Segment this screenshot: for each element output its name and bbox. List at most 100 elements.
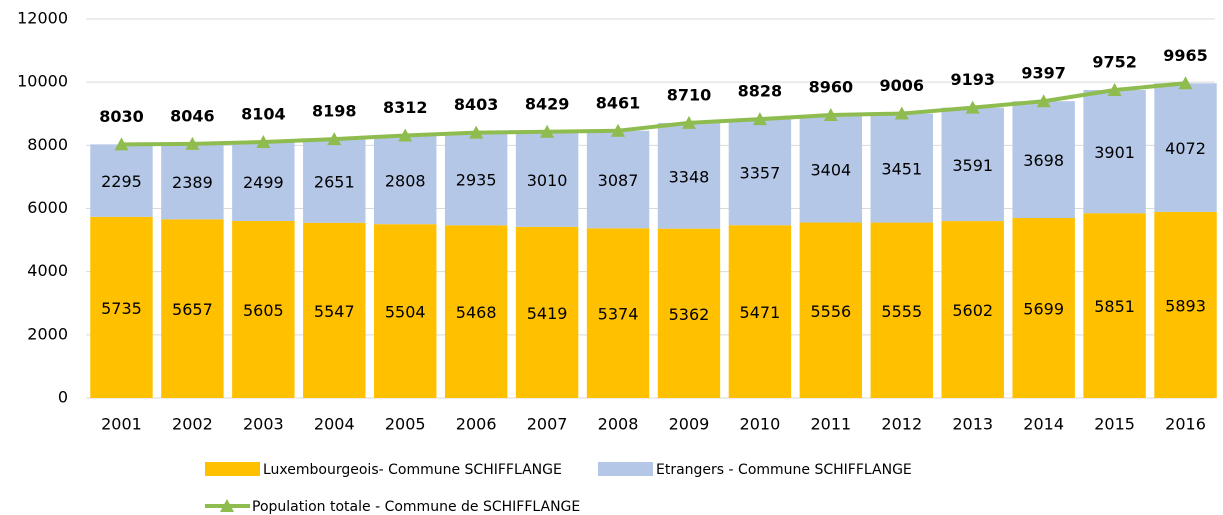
line-marker [1178,76,1193,90]
x-tick-label: 2004 [314,415,355,434]
data-label: 5699 [1023,300,1064,319]
bar-segment [870,222,933,398]
data-label: 5851 [1094,297,1135,316]
legend-label: Etrangers - Commune SCHIFFLANGE [656,462,912,478]
legend-swatch [205,462,260,476]
data-label: 3901 [1094,143,1135,162]
bar-segment [728,225,792,398]
data-label: 5555 [881,302,922,321]
bar-segment [374,135,437,225]
line-marker [1107,82,1122,96]
bar-segment [586,130,650,229]
x-tick-label: 2013 [952,415,993,434]
bar-segment [1083,213,1146,398]
line-marker [965,100,980,114]
bar-segment [1154,83,1217,212]
legend-label: Population totale - Commune de SCHIFFLAN… [252,499,580,515]
bar-segment [90,216,153,398]
x-tick-label: 2009 [669,415,710,434]
data-label: 2295 [101,172,142,191]
legend-label: Luxembourgeois- Commune SCHIFFLANGE [263,462,562,478]
bar-segment [1012,101,1075,219]
line-marker [611,123,626,137]
data-label: 5556 [810,302,851,321]
bar-segment [232,142,295,221]
data-label: 8046 [170,106,215,125]
legend-swatch [598,462,653,476]
bar-segment [161,143,224,220]
data-label: 8710 [667,85,712,104]
x-tick-label: 2008 [598,415,639,434]
data-label: 5547 [314,302,355,321]
line-marker [752,112,767,126]
bar-segment [657,228,721,398]
line-marker [114,137,129,151]
data-label: 2499 [243,173,284,192]
data-label: 3087 [598,171,639,190]
bar-segment [941,221,1004,398]
y-tick-label: 4000 [27,261,68,280]
data-label: 5657 [172,300,213,319]
legend-marker [220,499,234,512]
bar-segment [870,113,933,223]
data-label: 5893 [1165,296,1206,315]
data-label: 5362 [669,305,710,324]
data-label: 5605 [243,301,284,320]
data-label: 5735 [101,299,142,318]
bar-segment [515,226,579,398]
y-tick-label: 0 [58,388,68,407]
y-tick-label: 10000 [17,72,68,91]
data-label: 3591 [952,156,993,175]
bar-segment [657,122,721,229]
line-marker [894,106,909,120]
y-tick-label: 12000 [17,9,68,28]
x-tick-label: 2011 [810,415,851,434]
y-tick-label: 6000 [27,198,68,217]
x-tick-label: 2005 [385,415,426,434]
line-marker [469,125,484,139]
data-label: 4072 [1165,139,1206,158]
data-label: 8828 [738,82,783,101]
data-label: 9965 [1163,46,1208,65]
data-label: 8104 [241,105,286,124]
data-label: 3451 [881,160,922,179]
bar-segment [90,144,153,217]
data-label: 2808 [385,171,426,190]
bar-segment [161,219,224,398]
line-marker [1036,94,1051,108]
data-label: 8030 [99,107,144,126]
line-marker [823,108,838,122]
bar-segment [586,228,650,398]
x-tick-label: 2016 [1165,415,1206,434]
legend: Luxembourgeois- Commune SCHIFFLANGE Etran… [205,462,912,515]
x-tick-label: 2001 [101,415,142,434]
bar-segment [728,119,792,226]
data-label: 9397 [1021,64,1066,83]
line-marker [327,132,342,146]
data-label: 2935 [456,170,497,189]
data-label: 3698 [1023,151,1064,170]
bar-segment [799,115,863,223]
bar-segment [1154,211,1217,398]
bar-segment [1012,218,1075,398]
line-marker [256,135,271,149]
bar-segment [374,224,437,398]
data-label: 5504 [385,303,426,322]
bar-segment [515,131,579,227]
data-label: 3010 [527,171,568,190]
bar-segment [444,132,508,226]
bar-segment [303,139,366,223]
x-tick-label: 2002 [172,415,213,434]
line-marker [681,115,696,129]
data-label: 8312 [383,98,428,117]
data-label: 8461 [596,93,641,112]
y-tick-label: 8000 [27,135,68,154]
data-label: 3357 [740,164,781,183]
data-label: 8960 [809,78,854,97]
line-marker [185,136,200,150]
data-label: 8198 [312,102,357,121]
data-label: 9006 [880,76,925,95]
line-marker [540,124,555,138]
data-label: 5471 [740,303,781,322]
